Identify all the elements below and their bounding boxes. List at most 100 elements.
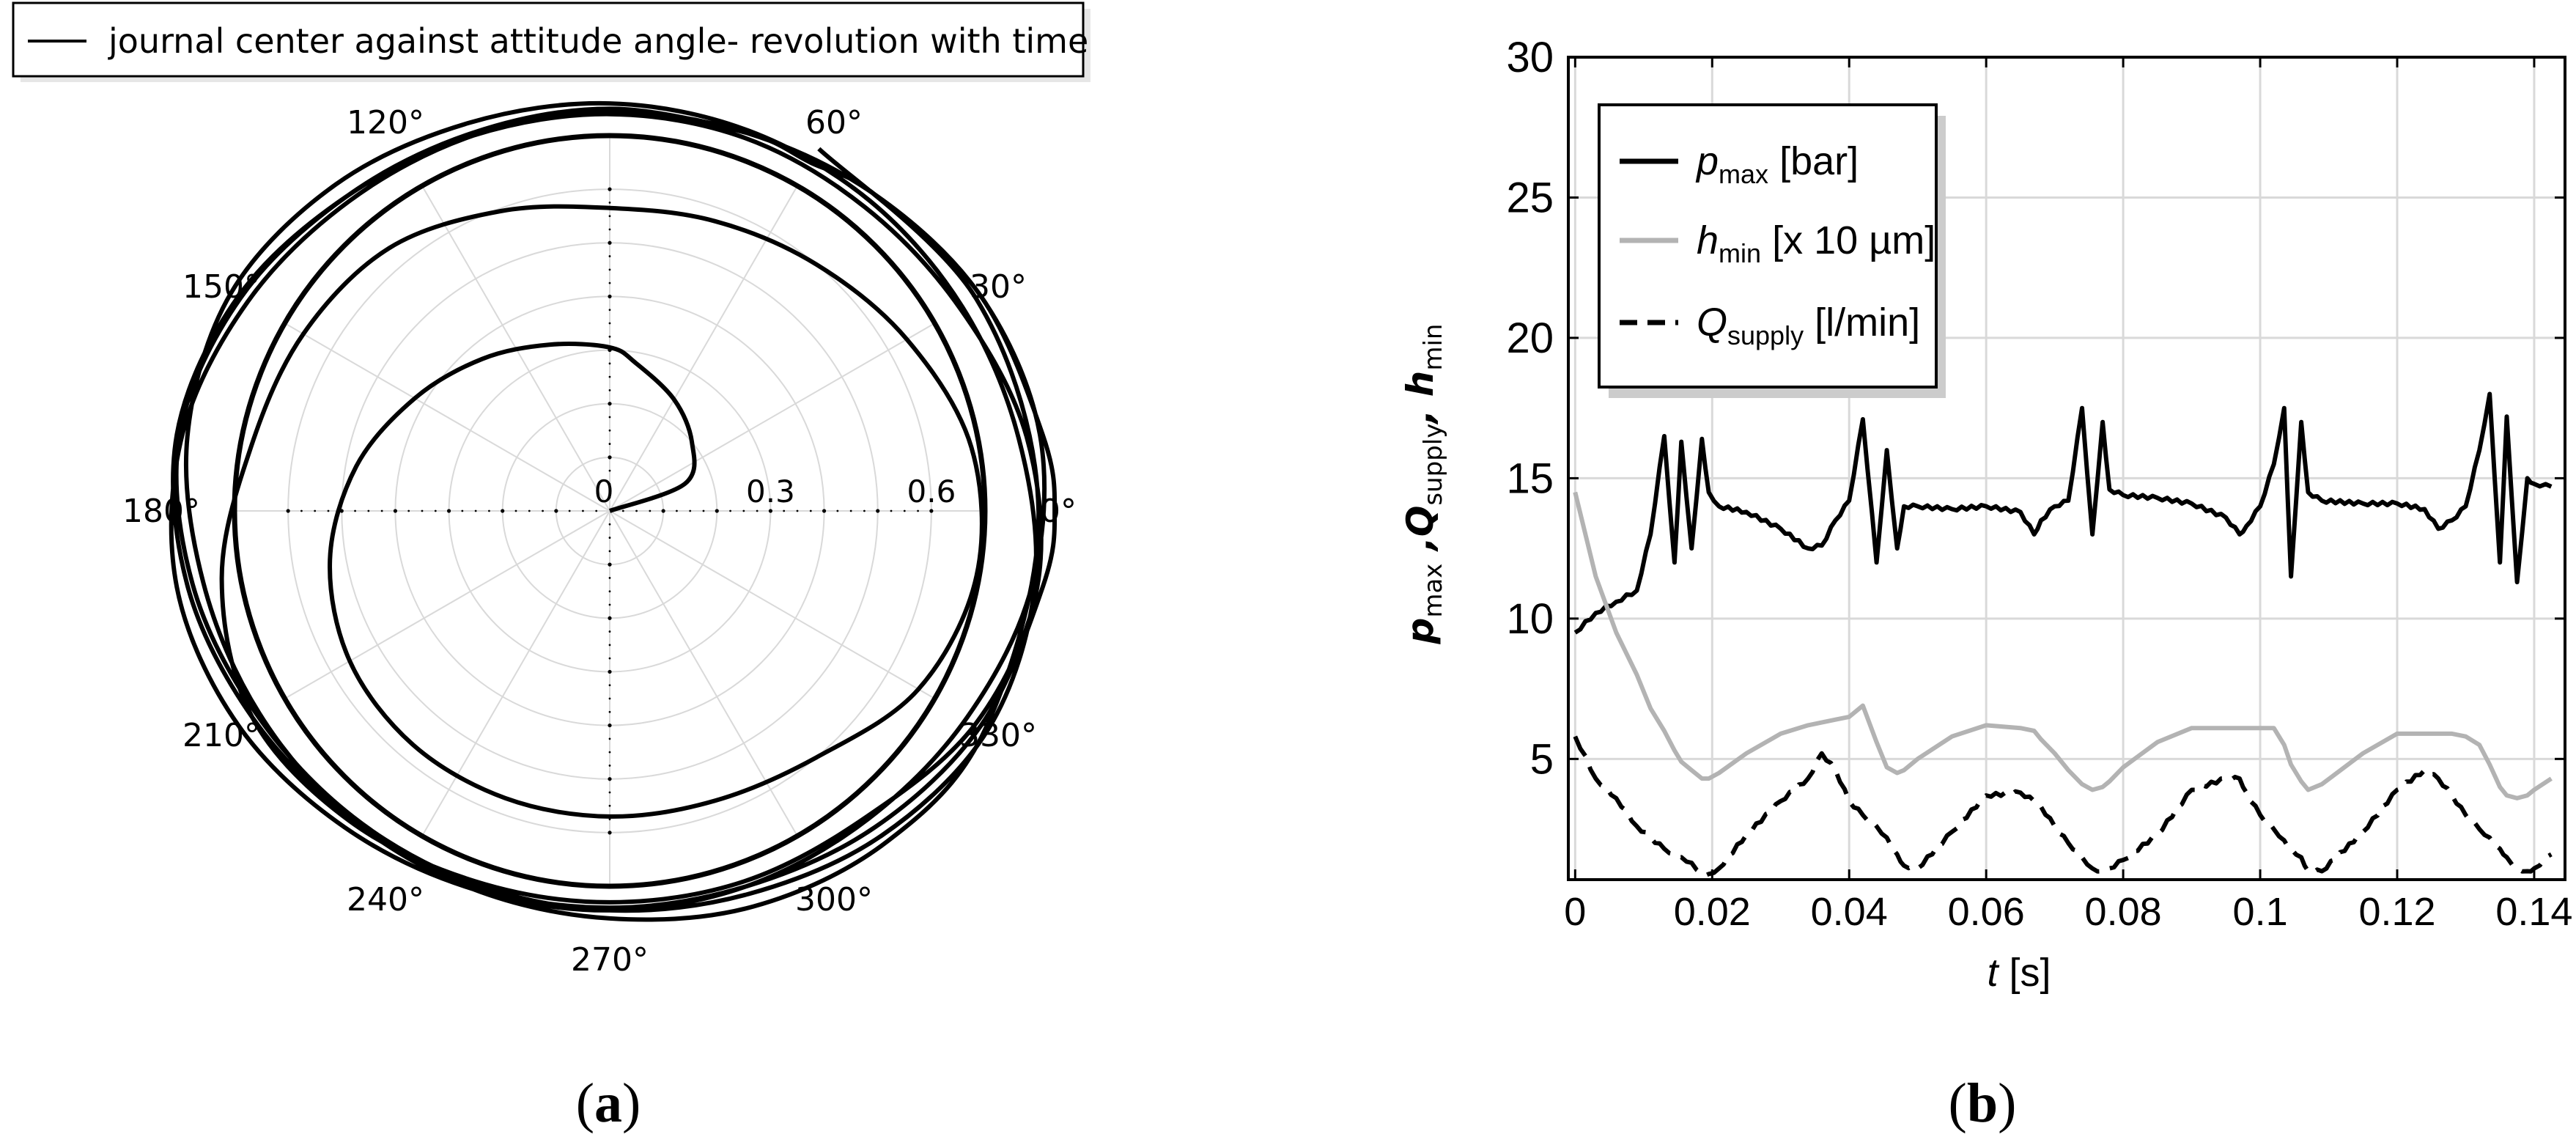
y-tick-labels: 5 10 15 20 25 30 (1506, 34, 1554, 783)
angle-tick-label: 150° (182, 268, 260, 306)
radial-tick-dot (393, 509, 398, 513)
radial-minor-dot (608, 791, 611, 794)
radial-minor-dot (608, 657, 611, 660)
plot-frame (1567, 56, 2566, 881)
polar-legend-box (12, 1, 1085, 78)
panel-label-a: (a) (576, 1072, 641, 1134)
radial-minor-dot (608, 590, 611, 593)
radial-tick-dot (286, 509, 290, 513)
radial-minor-dot (421, 509, 424, 512)
radial-tick-dot (661, 509, 665, 513)
radial-minor-dot (608, 630, 611, 633)
x-tick-label: 0 (1564, 890, 1586, 934)
radial-minor-dot (608, 309, 611, 312)
radial-tick-dot (608, 831, 612, 835)
radial-minor-dot (608, 751, 611, 754)
radial-minor-dot (608, 537, 611, 539)
radial-minor-dot (608, 483, 611, 485)
y-tick-label: 10 (1506, 595, 1554, 643)
angle-tick-label: 270° (571, 941, 649, 979)
polar-legend: journal center against attitude angle- r… (12, 1, 1090, 82)
legend-label-hmin: hmin [x 10 µm] (1697, 218, 1935, 268)
radial-minor-dot (836, 509, 839, 512)
radial-tick-dot (929, 509, 934, 513)
radial-minor-dot (608, 804, 611, 807)
radial-minor-dot (608, 202, 611, 204)
x-tick-label: 0.06 (1948, 890, 2025, 934)
radial-minor-dot (809, 509, 812, 512)
polar-outer-circle (232, 133, 988, 889)
angle-tick-label: 210° (182, 717, 260, 754)
radial-minor-dot (608, 335, 611, 338)
x-tick-label: 0.04 (1811, 890, 1888, 934)
radial-minor-dot (689, 509, 692, 512)
radial-tick-label: 0.6 (907, 474, 956, 509)
radial-minor-dot (729, 509, 731, 512)
radial-tick-dot (608, 616, 612, 620)
radial-tick-dot (608, 402, 612, 406)
angle-tick-label: 300° (795, 881, 873, 918)
radial-minor-dot (863, 509, 866, 512)
angle-tick-label: 180° (122, 493, 200, 530)
line-axes (1567, 56, 2566, 881)
x-tick-label: 0.1 (2233, 890, 2288, 934)
x-tick-label: 0.12 (2358, 890, 2435, 934)
radial-minor-dot (608, 765, 611, 767)
radial-minor-dot (783, 509, 786, 512)
radial-minor-dot (621, 509, 624, 512)
radial-minor-dot (514, 509, 517, 512)
line-legend-box (1598, 103, 1938, 389)
line-series-group (1573, 391, 2553, 878)
panel-label-b: (b) (1949, 1072, 2017, 1134)
x-tick-label: 0.02 (1674, 890, 1751, 934)
radial-minor-dot (608, 644, 611, 647)
radial-tick-dot (608, 455, 612, 460)
radial-minor-dot (608, 523, 611, 526)
radial-tick-dot (446, 509, 451, 513)
x-tick-label: 0.14 (2495, 890, 2572, 934)
radial-minor-dot (608, 322, 611, 325)
radial-tick-dot (876, 509, 880, 513)
angle-tick-label: 330° (959, 717, 1037, 754)
radial-tick-dot (715, 509, 719, 513)
radial-minor-dot (608, 443, 611, 445)
polar-frame (232, 133, 988, 889)
radial-minor-dot (608, 710, 611, 713)
polar-legend-label: journal center against attitude angle- r… (108, 21, 1088, 61)
angle-tick-label: 0° (1040, 493, 1077, 530)
radial-tick-dot (608, 187, 612, 191)
radial-minor-dot (608, 375, 611, 378)
radial-minor-dot (608, 389, 611, 391)
radial-minor-dot (407, 509, 410, 512)
y-tick-label: 25 (1506, 174, 1554, 222)
radial-minor-dot (903, 509, 906, 512)
x-axis-label: t [s] (1987, 951, 2051, 995)
radial-minor-dot (890, 509, 893, 512)
angle-tick-label: 240° (347, 881, 424, 918)
radial-minor-dot (608, 469, 611, 472)
radial-minor-dot (608, 215, 611, 218)
radial-tick-dot (608, 240, 612, 245)
radial-minor-dot (608, 268, 611, 271)
radial-tick-dot (822, 509, 827, 513)
line-chart: 0 0.02 0.04 0.06 0.08 0.1 0.12 0.14 5 10 15 20 25 30… (1399, 34, 2572, 995)
y-tick-label: 20 (1506, 314, 1554, 362)
series-line-hmin (1573, 491, 2553, 800)
series-line-qsupply (1573, 735, 2553, 878)
radial-minor-dot (488, 509, 490, 512)
y-tick-label: 5 (1530, 735, 1554, 783)
radial-tick-dot (608, 723, 612, 728)
radial-minor-dot (608, 416, 611, 419)
radial-minor-dot (635, 509, 638, 512)
polar-chart: 0° 30° 60° 120° 150° 180° 210° 240° 270° 300° 330°… (12, 1, 1090, 979)
radial-tick-dot (768, 509, 773, 513)
radial-minor-dot (608, 603, 611, 606)
radial-minor-dot (702, 509, 705, 512)
angle-tick-label: 30° (970, 268, 1027, 306)
radial-tick-label: 0.3 (746, 474, 795, 509)
radial-minor-dot (528, 509, 531, 512)
radial-minor-dot (608, 697, 611, 700)
x-tick-labels: 0 0.02 0.04 0.06 0.08 0.1 0.12 0.14 (1564, 890, 2572, 934)
radial-tick-dot (608, 562, 612, 567)
radial-minor-dot (300, 509, 303, 512)
